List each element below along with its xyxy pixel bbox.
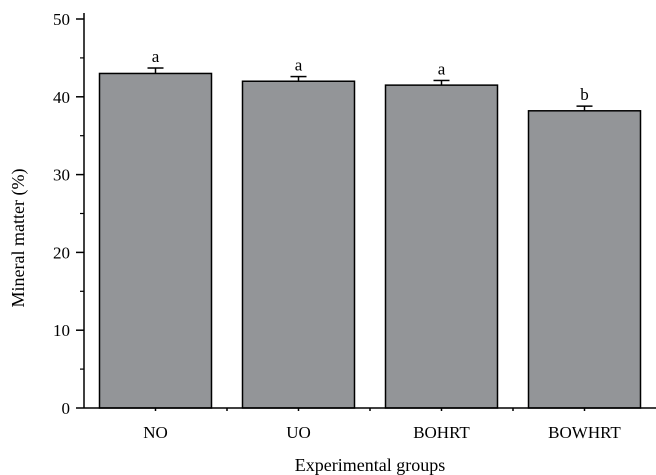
bar-bowhrt — [527, 110, 642, 409]
axes-layer — [76, 13, 656, 411]
y-tick-label-50: 50 — [53, 10, 70, 29]
y-tick-label-40: 40 — [53, 88, 70, 107]
x-tick-label-bohrt: BOHRT — [413, 423, 470, 442]
significance-label-bowhrt: b — [580, 85, 589, 104]
bar-bohrt — [384, 84, 499, 409]
x-axis-title: Experimental groups — [295, 455, 445, 475]
significance-label-bohrt: a — [438, 59, 446, 78]
y-axis-title: Mineral matter (%) — [8, 169, 29, 308]
y-tick-label-30: 30 — [53, 166, 70, 185]
y-tick-label-0: 0 — [62, 399, 71, 418]
y-tick-label-20: 20 — [53, 243, 70, 262]
significance-label-no: a — [152, 47, 160, 66]
y-tick-label-10: 10 — [53, 321, 70, 340]
x-tick-label-no: NO — [143, 423, 168, 442]
x-tick-label-uo: UO — [286, 423, 311, 442]
x-tick-label-bowhrt: BOWHRT — [548, 423, 621, 442]
significance-label-uo: a — [295, 56, 303, 75]
bar-no — [98, 72, 213, 409]
text-layer: a NO a UO a BOHRT b BOWHRT 0 10 20 30 40 50 — [53, 10, 621, 442]
bar-uo — [241, 80, 356, 409]
bars-layer — [98, 67, 642, 409]
